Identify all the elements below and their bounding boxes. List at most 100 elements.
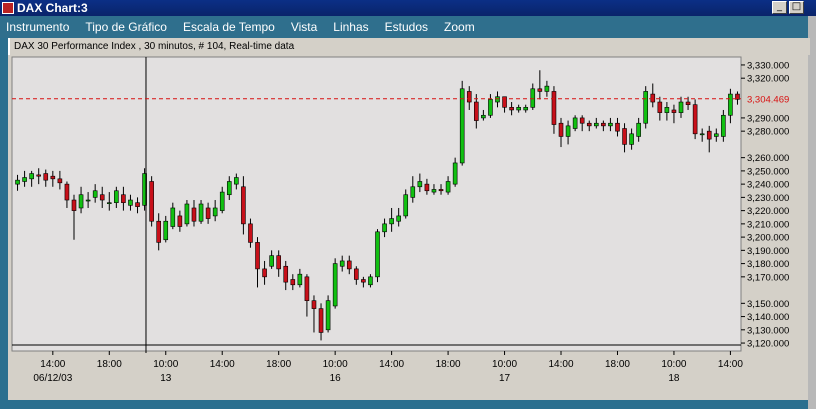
candle-body xyxy=(622,128,627,145)
candle-body xyxy=(50,175,56,180)
minimize-button[interactable]: _ xyxy=(772,1,787,14)
candle-body xyxy=(57,178,63,184)
candle-body xyxy=(735,93,740,100)
y-tick-label: 3,230.000 xyxy=(747,193,789,204)
menu-zoom[interactable]: Zoom xyxy=(444,20,475,34)
candle-body xyxy=(459,88,465,164)
candle-body xyxy=(664,107,670,113)
app-icon xyxy=(2,2,14,14)
candlestick-chart[interactable]: 3,330.000 3,320.000 3,290.000 3,280.000 3,26… xyxy=(8,55,808,400)
candle-body xyxy=(431,189,437,193)
last-price-label: 3,304.469 xyxy=(747,94,789,105)
menu-bar: Instrumento Tipo de Gráfico Escala de Te… xyxy=(0,16,808,38)
menu-escala-de-tempo[interactable]: Escala de Tempo xyxy=(182,20,275,34)
candle-body xyxy=(643,91,649,124)
y-tick-label: 3,260.000 xyxy=(747,153,789,164)
candle-body xyxy=(191,207,197,222)
y-tick-label: 3,130.000 xyxy=(747,325,789,336)
candle-body xyxy=(325,300,331,331)
candle-body xyxy=(488,99,493,116)
candle-body xyxy=(121,194,126,203)
candle-body xyxy=(368,276,373,286)
candle-body xyxy=(551,91,557,125)
candle-body xyxy=(255,242,260,270)
candle-body xyxy=(304,276,310,301)
y-tick-label: 3,320.000 xyxy=(747,74,789,85)
menu-estudos[interactable]: Estudos xyxy=(384,20,429,34)
candle-body xyxy=(283,265,289,283)
candle-body xyxy=(565,125,571,137)
x-tick-time: 10:00 xyxy=(492,359,517,370)
y-tick-label: 3,250.000 xyxy=(747,166,789,177)
y-tick-label: 3,280.000 xyxy=(747,127,789,138)
plot-background xyxy=(11,56,742,352)
candle-body xyxy=(608,122,613,127)
candle-body xyxy=(481,114,486,119)
candle-body xyxy=(685,101,691,105)
candle-body xyxy=(558,122,564,137)
candle-body xyxy=(71,199,77,211)
candle-body xyxy=(417,181,423,188)
candle-body xyxy=(523,107,529,111)
candle-body xyxy=(466,91,472,103)
candle-body xyxy=(424,183,430,192)
candle-body xyxy=(636,122,641,137)
y-tick-label: 3,150.000 xyxy=(747,299,789,310)
candle-body xyxy=(474,101,479,121)
candle-body xyxy=(311,300,317,309)
candle-body xyxy=(332,263,338,307)
candle-body xyxy=(699,133,705,136)
candle-body xyxy=(650,93,656,103)
title-bar: DAX Chart:3 _ □ xyxy=(0,0,816,16)
candle-body xyxy=(375,231,380,278)
menu-instrumento[interactable]: Instrumento xyxy=(6,20,70,34)
candle-body xyxy=(495,96,500,103)
candle-body xyxy=(396,215,401,222)
x-tick-time: 10:00 xyxy=(153,359,178,370)
menu-tipo-de-grafico[interactable]: Tipo de Gráfico xyxy=(85,20,167,34)
menu-linhas[interactable]: Linhas xyxy=(333,20,369,34)
menu-vista[interactable]: Vista xyxy=(290,20,318,34)
candle-body xyxy=(537,88,543,92)
candle-body xyxy=(594,122,599,127)
candle-body xyxy=(290,279,296,286)
candle-body xyxy=(276,255,281,270)
candle-body xyxy=(234,177,239,185)
x-tick-time: 18:00 xyxy=(266,359,291,370)
candle-body xyxy=(445,181,451,193)
candle-body xyxy=(516,107,521,111)
candle-body xyxy=(184,203,190,225)
candle-body xyxy=(99,194,105,201)
y-tick-label: 3,220.000 xyxy=(747,206,789,217)
candle-body xyxy=(382,223,387,233)
bottom-bar xyxy=(0,400,808,409)
candle-body xyxy=(339,260,345,267)
x-tick-time: 14:00 xyxy=(718,359,743,370)
x-tick-time: 18:00 xyxy=(97,359,122,370)
candle-body xyxy=(163,220,169,241)
y-tick-label: 3,210.000 xyxy=(747,219,789,230)
x-tick-time: 18:00 xyxy=(436,359,461,370)
chart-area[interactable]: 3,330.000 3,320.000 3,290.000 3,280.000 3,26… xyxy=(8,55,808,400)
candle-body xyxy=(671,109,677,113)
candle-body xyxy=(692,104,698,135)
candle-body xyxy=(22,177,27,182)
candle-body xyxy=(212,207,218,217)
candle-body xyxy=(403,194,409,217)
candle-body xyxy=(572,117,578,129)
candle-body xyxy=(177,215,183,227)
candle-body xyxy=(502,96,507,108)
candle-body xyxy=(361,279,366,283)
candle-body xyxy=(678,101,684,113)
candle-body xyxy=(509,107,514,111)
candle-body xyxy=(78,194,84,209)
candle-body xyxy=(149,181,154,222)
x-tick-date: 18 xyxy=(668,373,680,384)
candle-body xyxy=(262,268,267,278)
x-tick-time: 14:00 xyxy=(548,359,573,370)
candle-body xyxy=(241,186,246,225)
candle-body xyxy=(438,189,444,192)
candle-body xyxy=(29,173,34,180)
maximize-button[interactable]: □ xyxy=(789,1,804,14)
candle-body xyxy=(170,207,176,227)
